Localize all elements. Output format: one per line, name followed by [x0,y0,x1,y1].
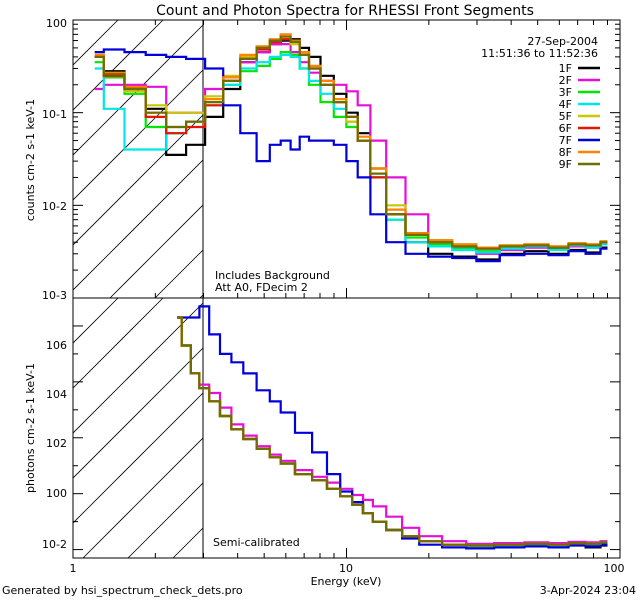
legend-label-5f: 5F [559,110,572,123]
legend-label-4f: 4F [559,98,572,111]
legend-label-1f: 1F [559,62,572,75]
hatch-line [73,298,119,344]
top-ytick-label: 10-2 [42,200,67,213]
top-y-axis-label: counts cm-2 s-1 keV-1 [24,99,37,221]
footer-generated-by: Generated by hsi_spectrum_check_dets.pro [2,584,243,597]
hatch-line [73,20,164,111]
series-line-1f [94,38,608,261]
legend-label-9f: 9F [559,158,572,171]
xtick-label: 1 [70,562,77,575]
top-ytick-label: 10-3 [42,289,67,302]
annotation-attenuator: Att A0, FDecim 2 [215,281,308,294]
bottom-ytick-label: 102 [46,437,67,450]
bottom-y-axis-label: photons cm-2 s-1 keV-1 [24,363,37,493]
hatch-mask [203,20,620,298]
legend-label-7f: 7F [559,134,572,147]
xtick-label: 100 [604,562,625,575]
count-spectra-series [94,33,608,263]
hatch-line [73,298,209,434]
series-line-9f [94,35,608,250]
time-range-label: 11:51:36 to 11:52:36 [481,47,598,60]
photon-spectra-series [177,305,608,550]
bottom-ytick-label: 10-2 [42,538,67,551]
legend-label-8f: 8F [559,146,572,159]
legend-label-6f: 6F [559,122,572,135]
legend-label-3f: 3F [559,86,572,99]
chart-title: Count and Photon Spectra for RHESSI Fron… [156,3,534,19]
bottom-ytick-label: 100 [46,487,67,500]
top-ytick-label: 10-1 [42,108,67,121]
x-axis-label: Energy (keV) [311,575,382,588]
hatch-mask [203,298,620,558]
xtick-label: 10 [339,562,353,575]
axis-ticks [72,20,620,558]
series-line-9f [177,316,608,547]
annotation-semi-calibrated: Semi-calibrated [213,536,300,549]
top-ytick-label: 100 [46,17,67,30]
bottom-ytick-label: 106 [46,339,67,352]
legend-label-2f: 2F [559,74,572,87]
series-line-7f [94,48,608,263]
hatch-line [73,298,164,389]
annotation-background: Includes Background [215,269,330,282]
hatch-line [73,20,209,156]
date-label: 27-Sep-2004 [527,35,598,48]
bottom-ytick-label: 104 [46,388,67,401]
hatched-region-top [73,20,620,298]
footer-timestamp: 3-Apr-2024 23:04 [540,584,636,597]
hatched-region-bottom [73,298,620,558]
